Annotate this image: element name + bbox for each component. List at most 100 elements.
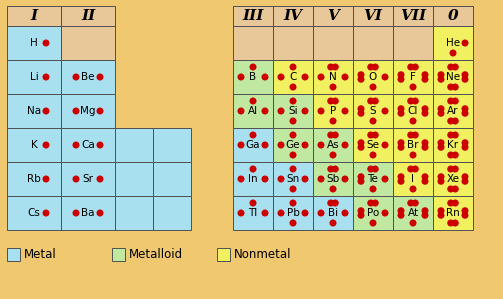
Circle shape: [290, 118, 296, 124]
Bar: [393, 26, 433, 60]
Bar: [7, 26, 61, 60]
Circle shape: [358, 77, 364, 82]
Bar: [233, 196, 273, 230]
Circle shape: [302, 74, 308, 80]
Circle shape: [448, 132, 454, 138]
Circle shape: [97, 142, 103, 148]
Text: Br: Br: [407, 140, 419, 150]
Bar: [313, 128, 353, 162]
Circle shape: [422, 110, 428, 116]
Circle shape: [290, 84, 296, 90]
Circle shape: [453, 132, 458, 138]
Circle shape: [368, 132, 374, 138]
Bar: [61, 162, 115, 196]
Circle shape: [453, 200, 458, 206]
Circle shape: [330, 220, 336, 226]
Circle shape: [422, 174, 428, 180]
Circle shape: [368, 98, 374, 104]
Text: Kr: Kr: [448, 140, 459, 150]
Circle shape: [453, 186, 458, 192]
Circle shape: [422, 72, 428, 77]
Circle shape: [410, 186, 416, 192]
Bar: [393, 128, 433, 162]
Bar: [433, 196, 473, 230]
Circle shape: [453, 152, 458, 158]
Circle shape: [448, 84, 454, 90]
Bar: [433, 26, 473, 60]
Circle shape: [318, 108, 324, 114]
Text: Si: Si: [288, 106, 298, 116]
Circle shape: [358, 144, 364, 150]
Bar: [273, 26, 313, 60]
Bar: [273, 162, 313, 196]
Bar: [7, 196, 61, 230]
Text: Ge: Ge: [286, 140, 300, 150]
Bar: [313, 162, 353, 196]
Circle shape: [342, 210, 348, 216]
Circle shape: [238, 108, 244, 114]
Text: 0: 0: [448, 9, 458, 23]
Bar: [433, 26, 473, 60]
Circle shape: [450, 50, 456, 56]
Bar: [433, 60, 473, 94]
Text: V: V: [327, 9, 339, 23]
Circle shape: [238, 142, 244, 148]
Circle shape: [332, 166, 338, 172]
Text: Po: Po: [367, 208, 379, 218]
Circle shape: [262, 210, 268, 216]
Circle shape: [410, 84, 416, 90]
Circle shape: [370, 152, 376, 158]
Circle shape: [328, 200, 333, 206]
Circle shape: [448, 186, 454, 192]
Circle shape: [370, 220, 376, 226]
Text: Sn: Sn: [286, 174, 300, 184]
Bar: [115, 128, 153, 162]
Circle shape: [278, 74, 284, 80]
Circle shape: [278, 210, 284, 216]
Circle shape: [462, 144, 468, 150]
Bar: [233, 26, 273, 60]
Circle shape: [462, 110, 468, 116]
Circle shape: [342, 142, 348, 148]
Circle shape: [453, 98, 458, 104]
Circle shape: [412, 200, 418, 206]
Bar: [233, 6, 273, 26]
Circle shape: [438, 174, 444, 180]
Text: P: P: [330, 106, 336, 116]
Circle shape: [448, 166, 454, 172]
Circle shape: [238, 74, 244, 80]
Circle shape: [358, 174, 364, 180]
Circle shape: [43, 142, 49, 148]
Text: H: H: [30, 38, 38, 48]
Circle shape: [382, 108, 388, 114]
Circle shape: [382, 210, 388, 216]
Text: II: II: [81, 9, 95, 23]
Bar: [393, 94, 433, 128]
Circle shape: [438, 208, 444, 213]
Circle shape: [43, 108, 49, 114]
Circle shape: [358, 72, 364, 77]
Text: Li: Li: [30, 72, 38, 82]
Circle shape: [302, 108, 308, 114]
Circle shape: [422, 140, 428, 146]
Circle shape: [43, 210, 49, 216]
Circle shape: [412, 166, 418, 172]
Circle shape: [438, 77, 444, 82]
Circle shape: [290, 64, 296, 70]
Circle shape: [372, 166, 378, 172]
Bar: [353, 26, 393, 60]
Circle shape: [370, 84, 376, 90]
Bar: [313, 60, 353, 94]
Circle shape: [290, 186, 296, 192]
Circle shape: [318, 210, 324, 216]
Circle shape: [318, 142, 324, 148]
Circle shape: [97, 176, 103, 182]
Circle shape: [422, 208, 428, 213]
Circle shape: [278, 176, 284, 182]
Circle shape: [358, 106, 364, 112]
Circle shape: [250, 132, 256, 138]
Bar: [273, 94, 313, 128]
Circle shape: [410, 118, 416, 124]
Circle shape: [302, 176, 308, 182]
Text: Al: Al: [248, 106, 258, 116]
